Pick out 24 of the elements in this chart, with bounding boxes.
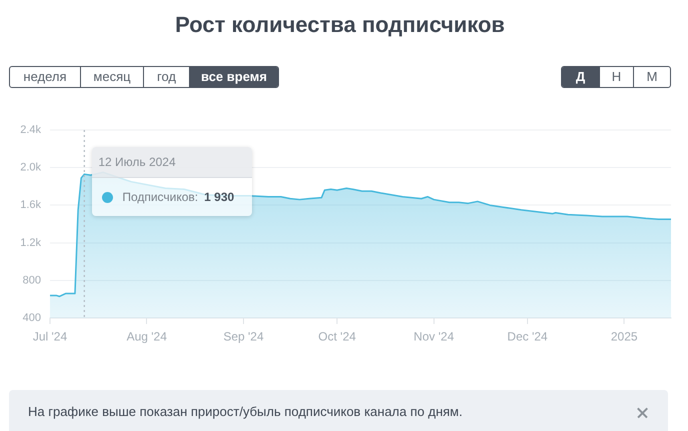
y-tick-label: 2.4k [20, 124, 42, 136]
interval-button: М [633, 67, 670, 87]
x-tick-label: Jul '24 [32, 330, 68, 344]
x-tick-label: Oct '24 [318, 330, 356, 344]
y-tick-label: 2.0k [20, 162, 42, 174]
interval-button: Д [562, 67, 599, 87]
interval-button: Н [599, 67, 633, 87]
x-tick-label: Nov '24 [414, 330, 454, 344]
x-tick-label: Dec '24 [507, 330, 548, 344]
tooltip-box: 12 Июль 2024 Подписчиков: 1 930 [92, 147, 252, 216]
x-tick-label: Sep '24 [223, 330, 264, 344]
period-button: все время [189, 67, 278, 87]
y-tick-label: 1.2k [20, 236, 42, 249]
y-tick-label: 800 [22, 274, 41, 286]
y-tick-label: 400 [22, 312, 41, 324]
text: На графике выше показан прирост/убыль подписчиков канала по дням. [28, 404, 462, 419]
chart-title: Рост количества подписчиков [174, 12, 506, 38]
annotation: 12 Июль 2024 [92, 147, 252, 178]
x-tick-label: 2025 [610, 330, 638, 344]
annotation: Подписчиков: 1 930 [122, 190, 234, 204]
period-button: неделя [10, 67, 80, 87]
x-tick-label: Aug '24 [126, 330, 168, 344]
y-tick-label: 1.6k [20, 199, 42, 212]
period-button: месяц [80, 67, 143, 87]
